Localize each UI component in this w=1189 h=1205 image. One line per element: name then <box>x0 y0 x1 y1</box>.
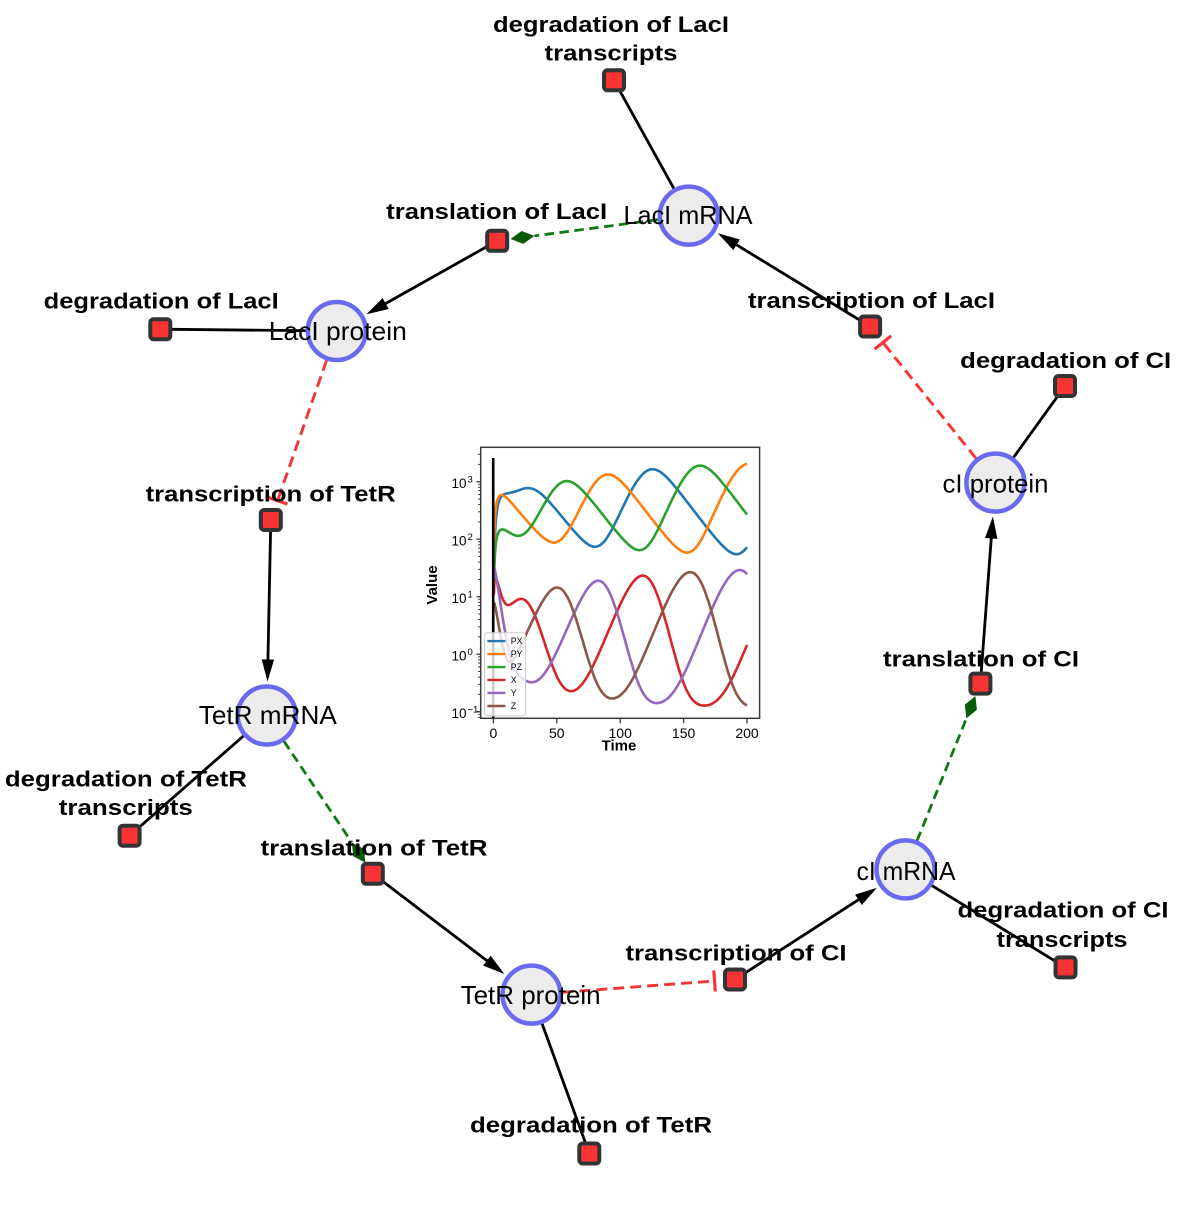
svg-text:3: 3 <box>468 475 473 486</box>
svg-text:0: 0 <box>468 647 473 658</box>
svg-text:translation of CI: translation of CI <box>883 646 1079 671</box>
svg-text:degradation of CI: degradation of CI <box>958 898 1169 923</box>
svg-text:cI mRNA: cI mRNA <box>857 856 957 886</box>
svg-text:TetR protein: TetR protein <box>461 980 601 1010</box>
svg-text:LacI mRNA: LacI mRNA <box>624 200 754 230</box>
svg-text:translation of LacI: translation of LacI <box>386 199 607 224</box>
svg-text:degradation of CI: degradation of CI <box>960 348 1171 373</box>
svg-text:2: 2 <box>468 532 473 543</box>
svg-text:transcripts: transcripts <box>545 41 678 66</box>
svg-text:degradation of TetR: degradation of TetR <box>5 767 247 792</box>
svg-text:PZ: PZ <box>511 662 523 672</box>
svg-text:degradation of LacI: degradation of LacI <box>44 288 279 313</box>
svg-text:−1: −1 <box>468 705 479 716</box>
svg-text:transcription of TetR: transcription of TetR <box>146 481 396 506</box>
svg-text:LacI protein: LacI protein <box>269 316 407 346</box>
svg-text:transcripts: transcripts <box>59 795 193 820</box>
svg-text:TetR mRNA: TetR mRNA <box>199 700 338 730</box>
svg-text:100: 100 <box>609 725 633 741</box>
svg-text:translation of TetR: translation of TetR <box>261 835 488 860</box>
svg-text:50: 50 <box>549 725 565 741</box>
svg-text:10: 10 <box>451 533 466 548</box>
svg-text:Time: Time <box>602 738 637 755</box>
svg-text:200: 200 <box>735 725 759 741</box>
svg-text:PY: PY <box>511 649 523 659</box>
svg-text:10: 10 <box>451 648 466 663</box>
svg-text:Value: Value <box>424 565 441 604</box>
svg-text:0: 0 <box>490 725 498 741</box>
svg-text:150: 150 <box>672 725 696 741</box>
svg-text:10: 10 <box>451 476 466 491</box>
svg-text:10: 10 <box>451 591 466 606</box>
svg-text:degradation of TetR: degradation of TetR <box>470 1113 712 1138</box>
svg-text:degradation of LacI: degradation of LacI <box>493 12 729 37</box>
svg-text:transcripts: transcripts <box>997 927 1128 952</box>
svg-text:PX: PX <box>511 636 523 646</box>
svg-text:10: 10 <box>451 706 466 721</box>
svg-text:cI protein: cI protein <box>943 468 1049 498</box>
svg-text:X: X <box>511 675 517 685</box>
svg-text:transcription of LacI: transcription of LacI <box>748 288 995 313</box>
svg-text:Z: Z <box>511 701 517 711</box>
svg-text:1: 1 <box>468 590 473 601</box>
svg-text:transcription of CI: transcription of CI <box>626 941 847 966</box>
svg-text:Y: Y <box>511 688 517 698</box>
